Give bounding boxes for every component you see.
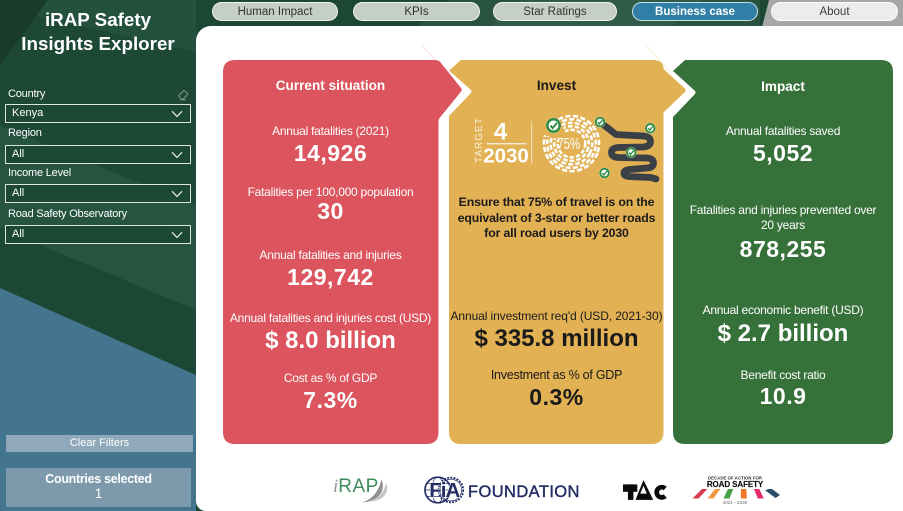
svg-text:4: 4 [494, 119, 508, 146]
svg-text:75%: 75% [557, 136, 580, 153]
svg-text:TARGET: TARGET [474, 117, 485, 163]
svg-text:FiA: FiA [429, 479, 460, 502]
svg-text:2030: 2030 [483, 145, 529, 168]
